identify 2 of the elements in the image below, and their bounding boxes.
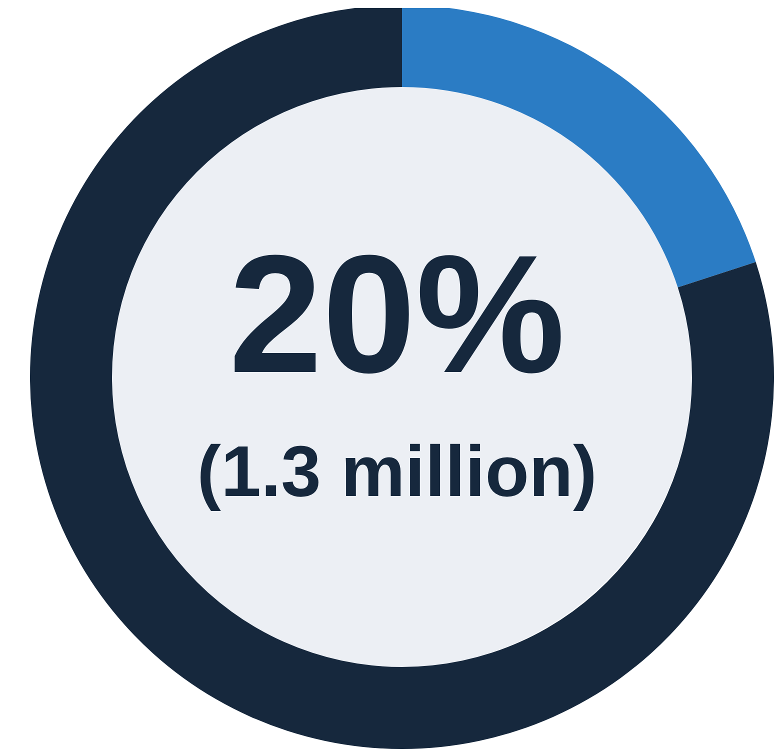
text: 20% — [228, 220, 566, 408]
text: (1.3 million) — [196, 432, 598, 512]
